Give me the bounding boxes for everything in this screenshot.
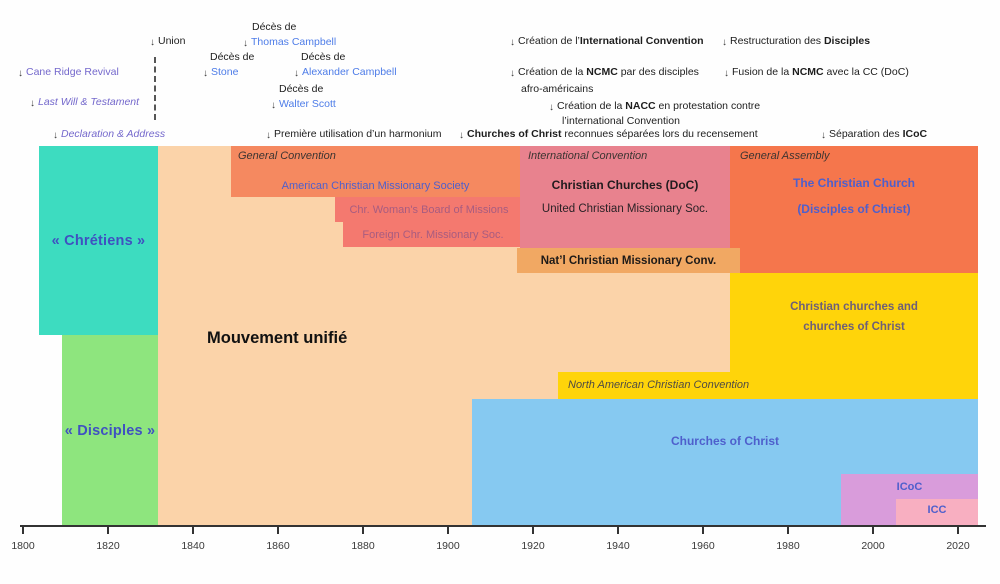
axis-tick xyxy=(702,525,704,534)
ccc-label-line2: churches of Christ xyxy=(803,321,905,333)
churches-of-christ-label: Churches of Christ xyxy=(670,434,779,448)
axis-tick xyxy=(447,525,449,534)
acms-label: American Christian Missionary Society xyxy=(281,180,470,192)
block-international-convention: International Convention Christian Churc… xyxy=(520,146,730,248)
block-natl-christian-missionary-conv: Nat’l Christian Missionary Conv. xyxy=(517,248,740,273)
annotation-walter-scott: ↓ Walter Scott xyxy=(271,98,336,111)
down-arrow-icon: ↓ xyxy=(510,37,515,48)
natl-label: Nat’l Christian Missionary Conv. xyxy=(540,254,717,267)
block-disciples: « Disciples » xyxy=(62,335,158,526)
axis-year-label: 1940 xyxy=(606,540,630,552)
annotation-restructuration-disciples: ↓ Restructuration des Disciples xyxy=(722,35,871,48)
international-convention-title: International Convention xyxy=(528,150,648,162)
cwbm-label: Chr. Woman's Board of Missions xyxy=(349,203,509,216)
down-arrow-icon: ↓ xyxy=(30,98,35,109)
down-arrow-icon: ↓ xyxy=(724,68,729,79)
down-arrow-icon: ↓ xyxy=(243,38,248,49)
axis-tick xyxy=(957,525,959,534)
axis-year-label: 2000 xyxy=(861,540,885,552)
christian-church-line1: The Christian Church xyxy=(792,176,915,190)
axis-tick xyxy=(107,525,109,534)
annotation-creation-nacc: ↓ Création de la NACC en protestation con… xyxy=(549,100,761,113)
axis-year-label: 1960 xyxy=(691,540,715,552)
down-arrow-icon: ↓ xyxy=(53,130,58,141)
down-arrow-icon: ↓ xyxy=(150,37,155,48)
general-convention-title: General Convention xyxy=(238,150,336,162)
down-arrow-icon: ↓ xyxy=(18,68,23,79)
down-arrow-icon: ↓ xyxy=(294,68,299,79)
down-arrow-icon: ↓ xyxy=(271,100,276,111)
axis-tick xyxy=(277,525,279,534)
annotation-deces-walter: Décès de xyxy=(279,83,324,95)
block-nacc xyxy=(558,372,730,399)
annotation-creation-ncmc: ↓ Création de la NCMC par des disciples xyxy=(510,66,699,79)
annotation-alexander-campbell: ↓ Alexander Campbell xyxy=(294,66,397,79)
christian-church-line2: (Disciples of Christ) xyxy=(797,202,911,216)
axis-year-label: 1820 xyxy=(96,540,120,552)
axis-year-label: 1800 xyxy=(11,540,35,552)
disciples-label: « Disciples » xyxy=(64,422,156,439)
axis-year-label: 1840 xyxy=(181,540,205,552)
block-cwbm: Chr. Woman's Board of Missions xyxy=(335,197,523,222)
axis-tick xyxy=(787,525,789,534)
down-arrow-icon: ↓ xyxy=(510,68,515,79)
annotation-churches-census: ↓ Churches of Christ reconnues séparées l… xyxy=(459,128,758,141)
icoc-label: ICoC xyxy=(896,481,923,493)
down-arrow-icon: ↓ xyxy=(203,68,208,79)
annotation-creation-nacc-line2: l’international Convention xyxy=(562,115,680,127)
axis-tick xyxy=(532,525,534,534)
unified-movement-label: Mouvement unifié xyxy=(207,329,348,347)
axis-year-label: 1880 xyxy=(351,540,375,552)
annotation-stone: ↓ Stone xyxy=(203,66,239,79)
annotation-deces-stone: Décès de xyxy=(210,51,255,63)
down-arrow-icon: ↓ xyxy=(459,130,464,141)
annotation-last-will-testament: ↓ Last Will & Testament xyxy=(30,96,140,109)
annotation-fusion-ncmc: ↓ Fusion de la NCMC avec la CC (DoC) xyxy=(724,66,909,79)
general-assembly-title: General Assembly xyxy=(740,150,830,162)
annotation-harmonium: ↓ Première utilisation d’un harmonium xyxy=(266,128,442,141)
down-arrow-icon: ↓ xyxy=(549,102,554,113)
block-general-assembly: General Assembly The Christian Church (D… xyxy=(730,146,978,273)
annotation-thomas-campbell: ↓ Thomas Campbell xyxy=(243,36,337,49)
annotation-creation-ncmc-line2: afro-américains xyxy=(521,83,594,95)
axis-year-label: 1920 xyxy=(521,540,545,552)
block-christian-churches-coc: Christian churches and churches of Chris… xyxy=(730,273,978,399)
axis-tick xyxy=(22,525,24,534)
axis-tick xyxy=(362,525,364,534)
annotation-union: ↓ Union xyxy=(150,35,186,48)
block-general-convention: General Convention American Christian Mi… xyxy=(231,146,520,197)
block-icc: ICC xyxy=(896,499,978,526)
block-chretiens: « Chrétiens » xyxy=(39,146,158,335)
axis-year-label: 1980 xyxy=(776,540,800,552)
fcms-label: Foreign Chr. Missionary Soc. xyxy=(362,228,504,241)
axis-tick xyxy=(192,525,194,534)
nacc-label: North American Christian Convention xyxy=(568,379,750,391)
down-arrow-icon: ↓ xyxy=(821,130,826,141)
timeline-axis xyxy=(20,525,986,527)
icc-label: ICC xyxy=(927,504,947,516)
union-dashed-line xyxy=(154,57,156,120)
annotation-deces-thomas: Décès de xyxy=(252,21,297,33)
down-arrow-icon: ↓ xyxy=(722,37,727,48)
axis-year-label: 2020 xyxy=(946,540,970,552)
axis-year-label: 1860 xyxy=(266,540,290,552)
block-fcms: Foreign Chr. Missionary Soc. xyxy=(343,222,523,247)
ccc-label-line1: Christian churches and xyxy=(790,301,918,313)
christian-churches-doc-label: Christian Churches (DoC) xyxy=(551,178,699,192)
chretiens-label: « Chrétiens » xyxy=(51,232,146,249)
annotation-separation-icoc: ↓ Séparation des ICoC xyxy=(821,128,928,141)
annotation-creation-international-convention: ↓ Création de l’International Convention xyxy=(510,35,704,48)
axis-tick xyxy=(872,525,874,534)
ucms-label: United Christian Missionary Soc. xyxy=(541,203,709,215)
annotation-declaration-address: ↓ Declaration & Address xyxy=(53,128,166,141)
axis-year-label: 1900 xyxy=(436,540,460,552)
annotation-cane-ridge-revival: ↓ Cane Ridge Revival xyxy=(18,66,119,79)
down-arrow-icon: ↓ xyxy=(266,130,271,141)
axis-tick xyxy=(617,525,619,534)
annotation-deces-alexander: Décès de xyxy=(301,51,346,63)
